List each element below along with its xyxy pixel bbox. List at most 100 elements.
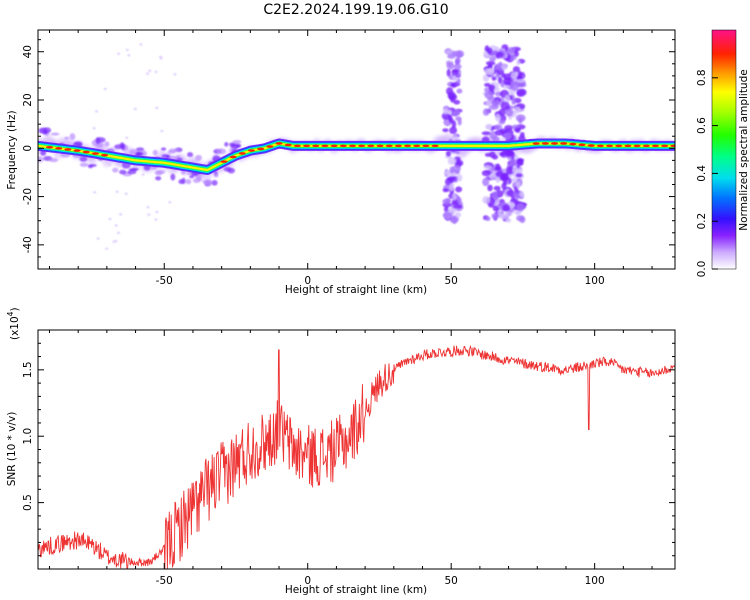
band-blob: [453, 63, 462, 70]
band-blob: [501, 63, 508, 71]
band-blob: [442, 198, 451, 205]
band-blob: [498, 213, 508, 220]
scatter-blob: [87, 164, 94, 169]
ridge-peak: [275, 142, 283, 145]
colorbar-label: Normalized spectral amplitude: [738, 69, 750, 230]
faint-dot: [116, 231, 120, 235]
band-blob: [515, 173, 523, 178]
scatter-blob: [95, 137, 101, 145]
band-blob: [499, 152, 506, 157]
spectrogram-frame: [37, 29, 676, 270]
band-blob: [516, 159, 524, 166]
band-blob: [455, 57, 461, 65]
ridge-peak: [541, 142, 549, 145]
band-blob: [483, 165, 492, 170]
band-blob: [516, 88, 527, 96]
band-blob: [494, 63, 503, 71]
faint-dot: [105, 247, 109, 250]
spectrogram-panel: -50 0 50 100 -40 -20 0 20 40 Height of straight…: [6, 29, 676, 296]
band-blob: [488, 104, 499, 110]
band-blob: [452, 134, 459, 139]
band-blob: [515, 192, 520, 200]
snr-multiplier: (x104): [6, 307, 21, 340]
scatter-blob: [134, 152, 143, 157]
ridge-peak: [247, 149, 255, 152]
band-blob: [516, 203, 525, 212]
ridge-peak: [358, 144, 366, 148]
y-tick-label: -40: [22, 236, 34, 253]
band-blob: [447, 157, 457, 165]
ridge-peak: [532, 142, 540, 145]
scatter-blob: [213, 173, 219, 178]
band-blob: [456, 174, 463, 182]
x-tick-label: 0: [304, 275, 311, 287]
band-blob: [505, 166, 516, 175]
ridge-peak: [633, 144, 641, 148]
scatter-blob: [189, 174, 195, 179]
faint-dot: [160, 129, 164, 133]
scatter-blob: [64, 136, 70, 140]
scatter-blob: [120, 143, 126, 151]
band-blob: [455, 186, 463, 193]
band-blob: [488, 67, 495, 74]
scatter-blob: [235, 143, 242, 148]
snr-line: [38, 344, 675, 569]
band-blob: [446, 109, 453, 115]
colorbar-ramp: [711, 29, 737, 270]
faint-dot: [168, 152, 172, 155]
scatter-blob: [185, 178, 192, 185]
ridge-peak: [293, 144, 301, 148]
band-blob: [496, 51, 504, 58]
colorbar-tick-label: 0.0: [696, 261, 708, 278]
faint-dot: [124, 192, 128, 195]
scatter-blob: [38, 156, 44, 163]
faint-dot: [146, 206, 150, 209]
band-blob: [457, 118, 462, 126]
scatter-blob: [170, 173, 176, 181]
faint-dot: [114, 239, 118, 243]
band-blob: [481, 131, 491, 136]
band-blob: [451, 216, 458, 225]
faint-dot: [108, 163, 112, 167]
scatter-blob: [128, 168, 138, 172]
band-blob: [493, 185, 501, 191]
band-blob: [484, 82, 491, 88]
ridge-peak: [587, 144, 595, 147]
band-blob: [512, 167, 520, 174]
ridge-peak: [661, 144, 669, 148]
faint-dot: [168, 201, 172, 204]
snr-multiplier-exponent: 4: [6, 311, 15, 316]
band-blob: [502, 172, 509, 181]
scatter-blob: [224, 142, 229, 147]
band-blob: [481, 169, 492, 177]
ridge-peak: [578, 143, 586, 147]
x-tick-label: 50: [445, 575, 458, 587]
faint-dot: [125, 48, 129, 52]
band-blob: [484, 90, 494, 100]
spectrogram-y-label: Frequency (Hz): [6, 110, 18, 189]
y-tick-label: 20: [22, 93, 34, 106]
y-tick-label: 40: [22, 45, 34, 58]
colorbar: 0.0 0.2 0.4 0.6 0.8 Normalized spectral ampl…: [696, 29, 750, 278]
band-blob: [499, 128, 507, 134]
band-blob: [454, 212, 462, 218]
band-blob: [452, 109, 461, 116]
faint-dot: [115, 190, 119, 193]
band-blob: [515, 127, 521, 133]
scatter-blob: [161, 147, 167, 151]
band-blob: [452, 164, 461, 173]
band-blob: [518, 166, 523, 173]
ridge-peak: [624, 144, 632, 148]
faint-dot: [155, 106, 159, 110]
band-blob: [502, 85, 511, 89]
spectrogram-scatter: [38, 43, 528, 250]
ridge-peak: [569, 142, 577, 146]
band-blob: [482, 196, 491, 204]
band-blob: [495, 171, 503, 178]
band-blob: [516, 215, 525, 222]
band-blob: [482, 108, 490, 116]
ridge-peak: [229, 155, 237, 159]
colorbar-tick-label: 0.6: [696, 117, 708, 134]
faint-dot: [117, 52, 121, 55]
y-tick-label: 0: [22, 145, 34, 152]
